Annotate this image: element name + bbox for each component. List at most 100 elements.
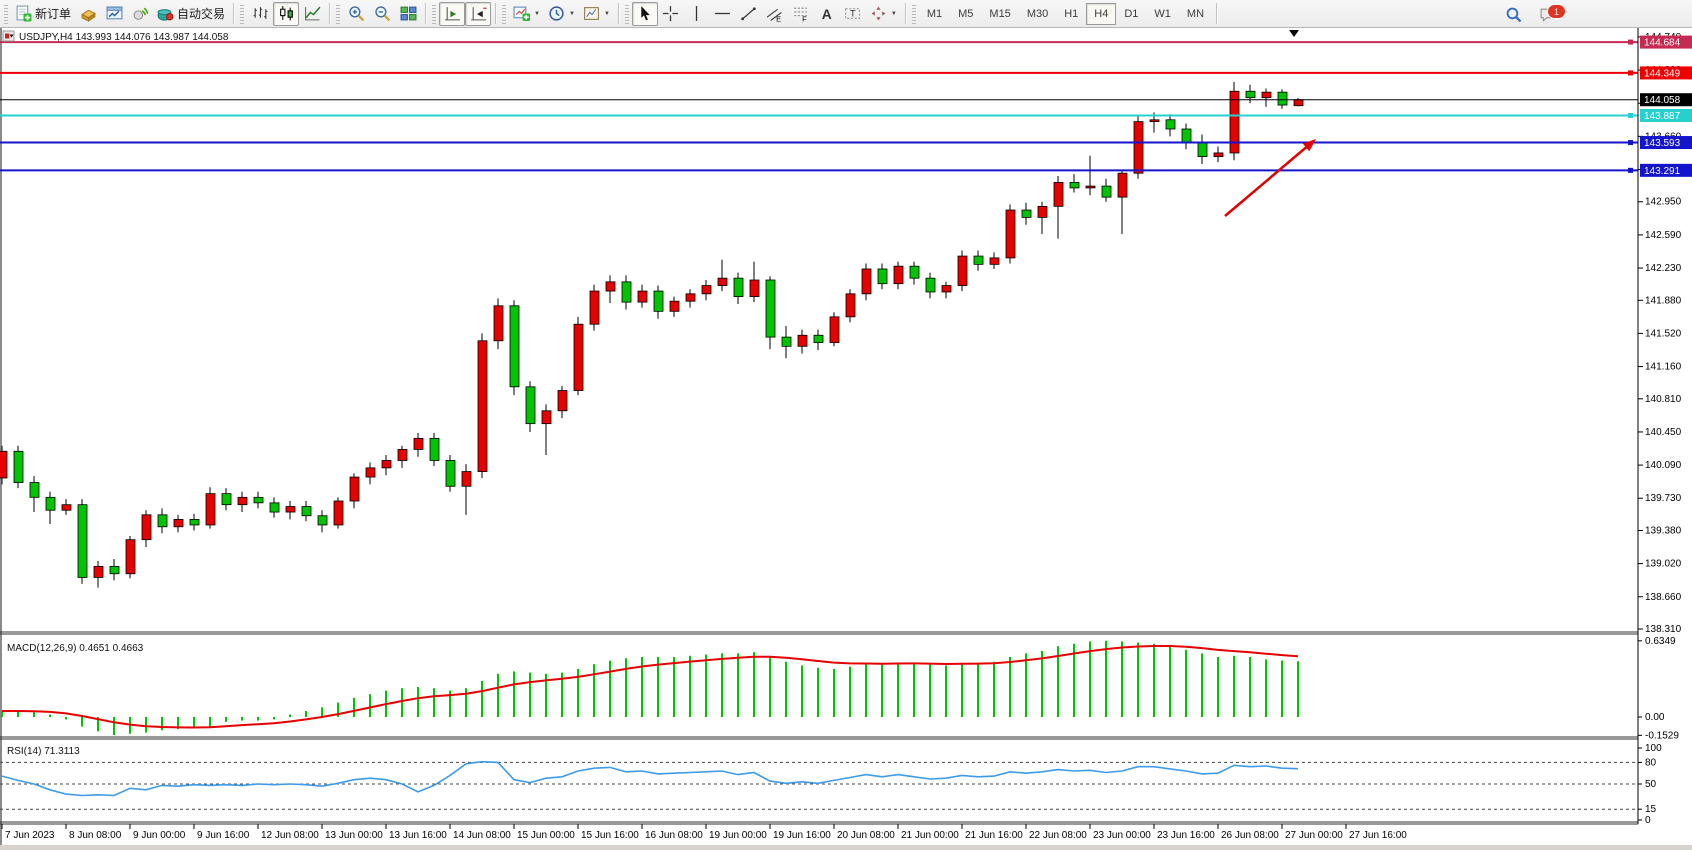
channel-button[interactable]: E xyxy=(762,2,788,26)
macd-bar xyxy=(369,694,371,717)
macd-bar xyxy=(1009,657,1011,717)
new-chart-button[interactable]: ▼ xyxy=(509,2,544,26)
notification-badge: 1 xyxy=(1547,4,1566,19)
tf-h1-button[interactable]: H1 xyxy=(1056,3,1086,25)
macd-bar xyxy=(721,653,723,717)
arrows-button[interactable]: ▼ xyxy=(866,2,901,26)
price-tag-144.684: 144.684 xyxy=(1640,35,1692,49)
tf-m30-button[interactable]: M30 xyxy=(1019,3,1056,25)
text-label-button[interactable]: T xyxy=(840,2,866,26)
horizontal-line-button[interactable] xyxy=(710,2,736,26)
tf-w1-button[interactable]: W1 xyxy=(1146,3,1179,25)
tf-m30-button-label: M30 xyxy=(1026,7,1049,20)
tf-m1-button[interactable]: M1 xyxy=(919,3,950,25)
tf-m15-button[interactable]: M15 xyxy=(981,3,1018,25)
auto-trading-button-label: 自动交易 xyxy=(177,7,226,21)
crosshair-button[interactable] xyxy=(658,2,684,26)
tf-mn-button-label: MN xyxy=(1186,7,1205,20)
macd-bar xyxy=(417,687,419,717)
candlestick-chart-button[interactable] xyxy=(273,1,300,26)
macd-bar xyxy=(1201,653,1203,717)
toolbar-separator xyxy=(495,3,497,24)
candle xyxy=(1261,88,1272,107)
macd-bar xyxy=(113,717,115,735)
time-axis-label: 23 Jun 00:00 xyxy=(1093,830,1151,841)
macd-bar xyxy=(97,717,99,732)
tf-m5-button-label: M5 xyxy=(958,7,974,20)
price-tick-label: 142.590 xyxy=(1645,230,1682,241)
macd-bar xyxy=(993,661,995,717)
toolbar-separator xyxy=(233,3,235,24)
candle xyxy=(637,284,648,308)
hline-handle[interactable] xyxy=(1628,70,1633,76)
macd-bar xyxy=(769,657,771,717)
one-click-trading-button[interactable] xyxy=(2,30,15,42)
tf-h4-button[interactable]: H4 xyxy=(1086,2,1117,25)
data-window-icon xyxy=(106,6,122,20)
tf-mn-button[interactable]: MN xyxy=(1179,3,1212,25)
hline-handle[interactable] xyxy=(1628,39,1633,45)
candle xyxy=(285,501,296,520)
svg-text:F: F xyxy=(802,14,807,22)
macd-axis-label: 0.6349 xyxy=(1645,636,1676,647)
candle xyxy=(525,381,536,432)
bar-chart-button[interactable] xyxy=(247,2,273,26)
macd-bar xyxy=(1281,660,1283,717)
trend-arrow[interactable] xyxy=(1224,139,1316,217)
candle xyxy=(589,284,600,331)
zoom-out-button[interactable] xyxy=(369,2,395,26)
cursor-icon xyxy=(641,6,651,21)
toolbar-separator xyxy=(904,3,906,24)
svg-text:143.291: 143.291 xyxy=(1644,166,1681,177)
candle xyxy=(397,445,408,468)
candle xyxy=(829,312,840,347)
shift-marker[interactable] xyxy=(1289,30,1299,37)
macd-bar xyxy=(1041,651,1043,717)
line-chart-button[interactable] xyxy=(299,2,325,26)
candle xyxy=(733,272,744,304)
signals-button[interactable] xyxy=(127,2,153,26)
auto-scroll-button[interactable] xyxy=(439,1,466,26)
window-left-border xyxy=(0,28,2,850)
macd-bar xyxy=(241,717,243,721)
hline-handle[interactable] xyxy=(1628,167,1633,173)
svg-text:144.684: 144.684 xyxy=(1644,38,1681,49)
macd-bar xyxy=(353,697,355,717)
data-window-button[interactable] xyxy=(101,2,127,26)
candle xyxy=(941,281,952,299)
tf-w1-button-label: W1 xyxy=(1154,7,1171,20)
macd-bar xyxy=(1137,642,1139,717)
horizontal-line-icon xyxy=(715,12,731,15)
hline-handle[interactable] xyxy=(1628,140,1633,146)
chart-shift-button[interactable] xyxy=(465,1,492,26)
text-button[interactable]: A xyxy=(814,2,840,26)
candle xyxy=(317,510,328,533)
tf-m15-button-label: M15 xyxy=(989,7,1011,20)
tf-m5-button[interactable]: M5 xyxy=(950,3,981,25)
price-chart: 144.740144.380144.020143.660143.300142.9… xyxy=(0,28,1692,850)
trendline-button[interactable] xyxy=(736,2,762,26)
chart-shift-icon xyxy=(470,7,486,21)
toolbar-grip xyxy=(336,3,341,24)
hline-handle[interactable] xyxy=(1628,112,1633,118)
cursor-button[interactable] xyxy=(631,1,658,26)
period-button[interactable]: ▼ xyxy=(544,2,579,26)
macd-bar xyxy=(1,711,3,717)
search-button[interactable] xyxy=(1500,2,1526,26)
zoom-in-button[interactable] xyxy=(343,2,369,26)
tile-windows-button[interactable] xyxy=(395,2,421,26)
tf-d1-button[interactable]: D1 xyxy=(1116,3,1146,25)
macd-bar xyxy=(657,657,659,717)
dropdown-caret-icon: ▼ xyxy=(890,10,897,17)
notifications-button[interactable]: 1 xyxy=(1534,2,1566,26)
market-watch-button[interactable] xyxy=(75,2,101,26)
vertical-line-button[interactable] xyxy=(684,2,710,26)
macd-bar xyxy=(641,657,643,717)
fibonacci-button[interactable]: F xyxy=(788,2,814,26)
macd-bar xyxy=(81,717,83,727)
time-axis-label: 12 Jun 08:00 xyxy=(261,830,319,841)
template-button[interactable]: ▼ xyxy=(579,2,614,26)
auto-trading-button[interactable]: 自动交易 xyxy=(153,2,229,26)
candle xyxy=(13,445,24,489)
new-order-button[interactable]: 新订单 xyxy=(11,2,75,26)
